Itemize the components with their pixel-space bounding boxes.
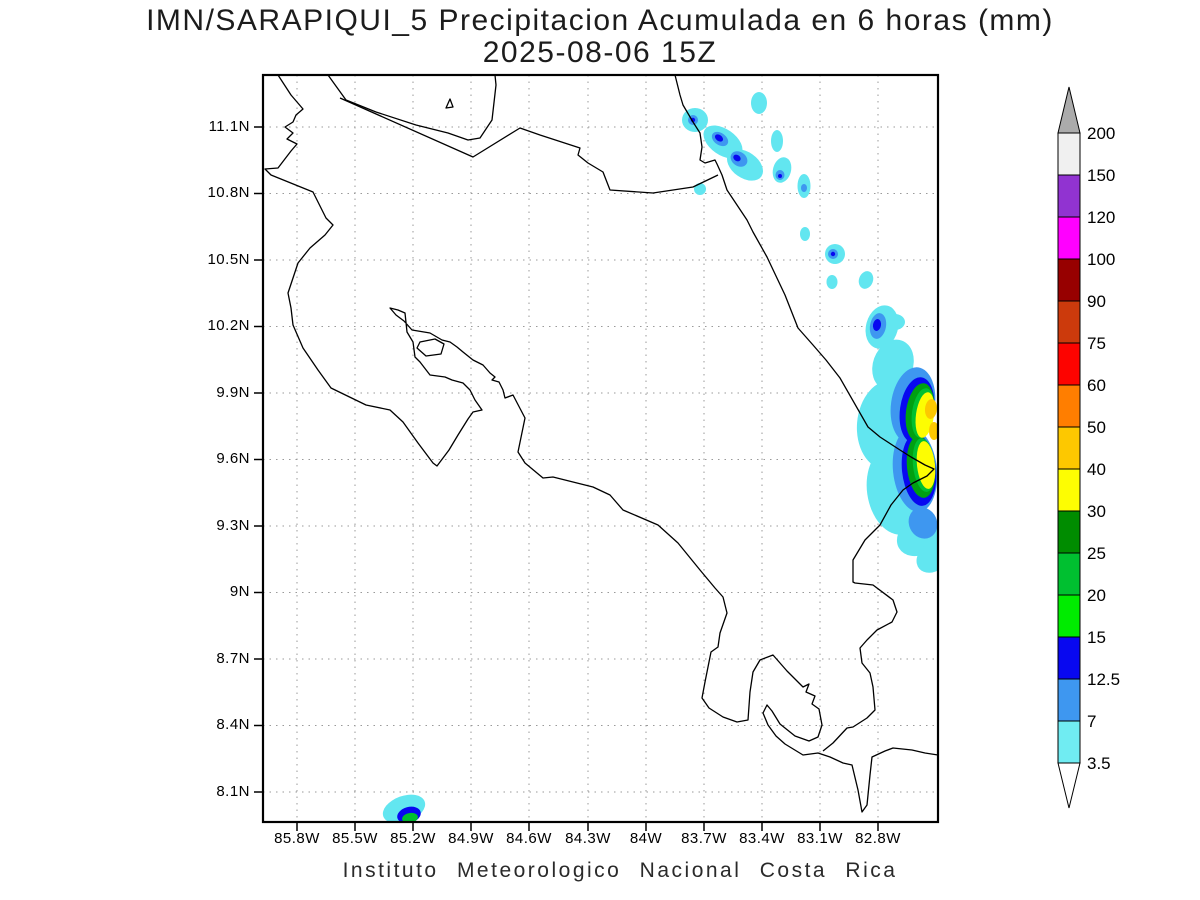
lon-tick-label: 84.3W xyxy=(565,830,611,847)
lon-tick-label: 83.4W xyxy=(739,830,785,847)
colorbar-tick-label: 90 xyxy=(1087,292,1106,311)
colorbar-tick-label: 150 xyxy=(1087,166,1116,185)
lat-tick-label: 9.6N xyxy=(216,450,250,467)
colorbar-tick-label: 60 xyxy=(1087,376,1106,395)
colorbar-tick-label: 7 xyxy=(1087,712,1097,731)
lon-tick-label: 84.9W xyxy=(448,830,494,847)
colorbar-tick-label: 50 xyxy=(1087,418,1106,437)
lat-tick-label: 9N xyxy=(229,583,250,600)
lat-tick-label: 8.4N xyxy=(216,716,250,733)
lon-tick-label: 83.1W xyxy=(797,830,843,847)
lat-tick-label: 10.2N xyxy=(207,317,250,334)
colorbar-tick-label: 200 xyxy=(1087,124,1116,143)
lon-tick-label: 85.8W xyxy=(274,830,320,847)
colorbar-over-arrow xyxy=(1057,86,1081,134)
lat-tick-label: 9.9N xyxy=(216,384,250,401)
colorbar-tick-label: 100 xyxy=(1087,250,1116,269)
lat-tick-label: 10.8N xyxy=(207,184,250,201)
institution-caption: Instituto Meteorologico Nacional Costa R… xyxy=(342,859,898,882)
colorbar-tick-label: 30 xyxy=(1087,502,1106,521)
colorbar-tick-label: 15 xyxy=(1087,628,1106,647)
colorbar-tick-label: 25 xyxy=(1087,544,1106,563)
colorbar-tick-label: 75 xyxy=(1087,334,1106,353)
colorbar-tick-label: 3.5 xyxy=(1087,754,1111,773)
colorbar-tick-label: 120 xyxy=(1087,208,1116,227)
colorbar-under-arrow xyxy=(1057,762,1081,809)
lat-tick-label: 8.7N xyxy=(216,650,250,667)
precipitation-colorbar xyxy=(1057,86,1081,809)
lat-tick-label: 10.5N xyxy=(207,251,250,268)
map-canvas xyxy=(254,73,940,831)
colorbar-tick-label: 40 xyxy=(1087,460,1106,479)
precipitation-contours xyxy=(382,92,938,822)
costa-rica-coastline xyxy=(264,75,938,813)
plot-subtitle-datetime: 2025-08-06 15Z xyxy=(482,36,718,69)
lon-tick-label: 85.2W xyxy=(390,830,436,847)
lat-tick-label: 11.1N xyxy=(208,118,250,135)
axis-ticks xyxy=(254,126,879,831)
lon-tick-label: 84W xyxy=(629,830,663,847)
plot-title: IMN/SARAPIQUI_5 Precipitacion Acumulada … xyxy=(146,4,1054,37)
lat-tick-label: 9.3N xyxy=(216,517,250,534)
plot-frame xyxy=(261,73,940,824)
lat-tick-label: 8.1N xyxy=(216,783,250,800)
lon-tick-label: 84.6W xyxy=(506,830,552,847)
lon-tick-label: 83.7W xyxy=(681,830,727,847)
lon-tick-label: 85.5W xyxy=(332,830,378,847)
colorbar-tick-label: 12.5 xyxy=(1087,670,1121,689)
lon-tick-label: 82.8W xyxy=(855,830,901,847)
colorbar-tick-label: 20 xyxy=(1087,586,1106,605)
graticule-gridlines xyxy=(263,75,938,822)
